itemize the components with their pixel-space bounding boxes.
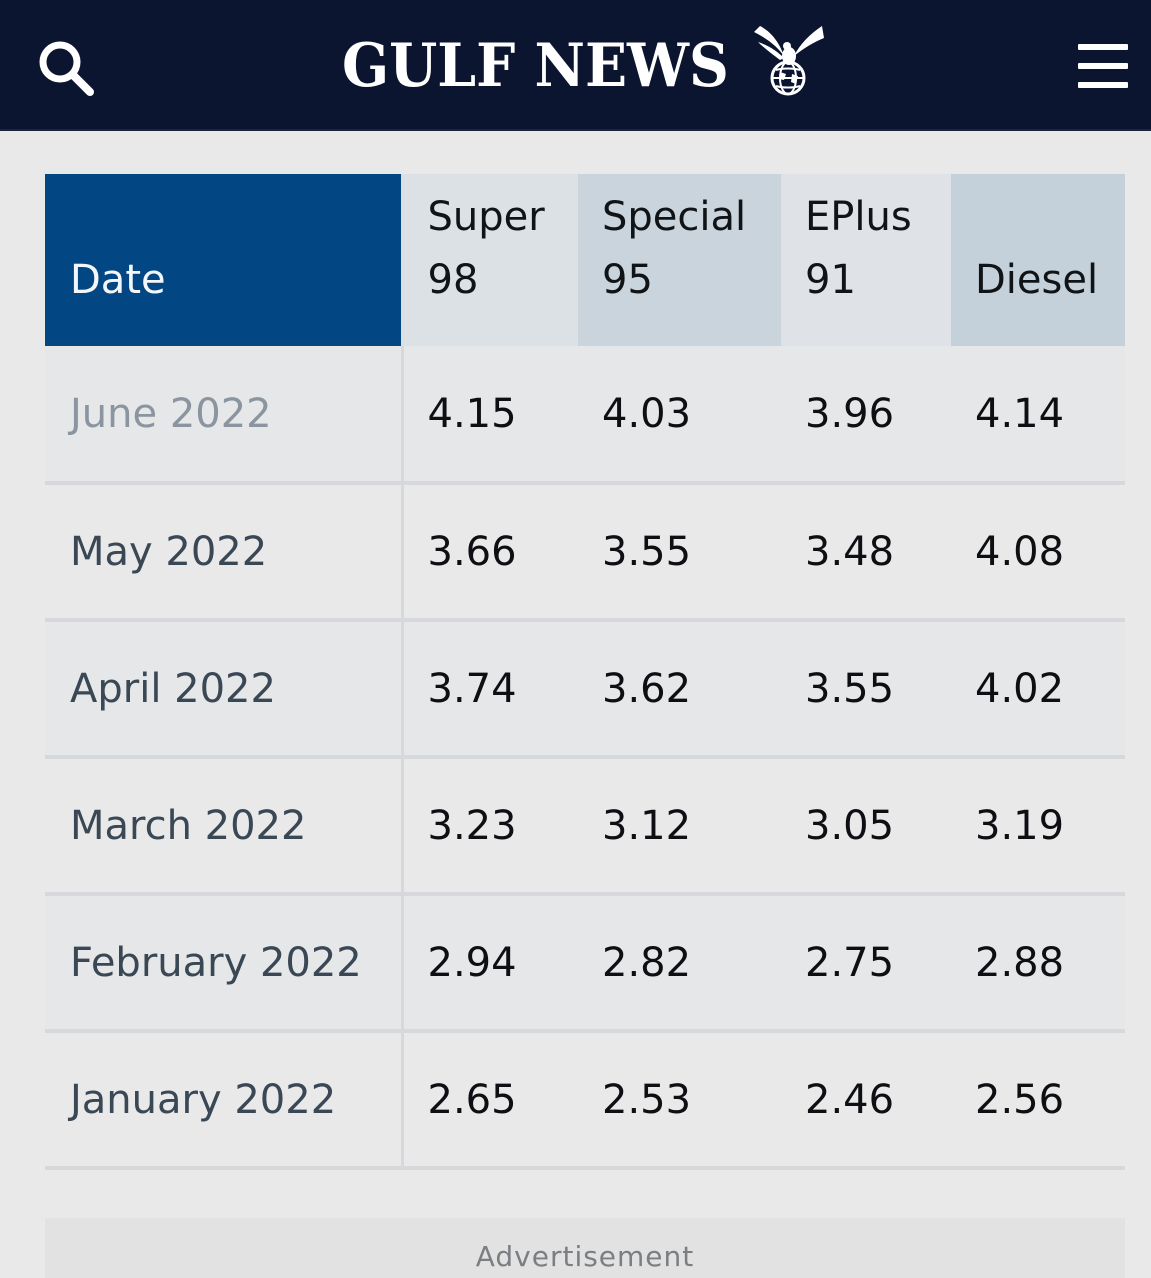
- diesel-price-cell: 4.14: [951, 346, 1125, 485]
- super98-price-cell: 3.74: [402, 620, 578, 759]
- table-row: January 2022 2.65 2.53 2.46 2.56: [45, 1031, 1125, 1170]
- fuel-price-table: Date Super 98 Special 95 EPlus 91 Diesel…: [45, 174, 1125, 1170]
- brand-logo-link[interactable]: GULF NEWS: [342, 26, 824, 102]
- advertisement-slot: Advertisement: [45, 1218, 1125, 1278]
- hamburger-menu-icon[interactable]: [1076, 42, 1130, 90]
- eplus91-price-cell: 3.05: [781, 757, 951, 896]
- search-icon[interactable]: [34, 36, 98, 100]
- column-header-eplus-91: EPlus 91: [781, 174, 951, 346]
- date-cell: April 2022: [45, 620, 404, 759]
- advertisement-label: Advertisement: [475, 1240, 695, 1273]
- super98-price-cell: 4.15: [402, 346, 578, 485]
- diesel-price-cell: 3.19: [951, 757, 1125, 896]
- diesel-price-cell: 4.08: [951, 483, 1125, 622]
- date-cell: March 2022: [45, 757, 404, 896]
- diesel-price-cell: 4.02: [951, 620, 1125, 759]
- fuel-price-table-container: Date Super 98 Special 95 EPlus 91 Diesel…: [45, 174, 1125, 1170]
- column-header-date: Date: [45, 174, 404, 346]
- special95-price-cell: 3.62: [578, 620, 781, 759]
- table-row: June 2022 4.15 4.03 3.96 4.14: [45, 346, 1125, 485]
- special95-price-cell: 2.82: [578, 894, 781, 1033]
- super98-price-cell: 3.66: [402, 483, 578, 622]
- column-header-special-95: Special 95: [578, 174, 781, 346]
- table-row: May 2022 3.66 3.55 3.48 4.08: [45, 483, 1125, 622]
- diesel-price-cell: 2.88: [951, 894, 1125, 1033]
- date-cell: February 2022: [45, 894, 404, 1033]
- eplus91-price-cell: 2.75: [781, 894, 951, 1033]
- special95-price-cell: 4.03: [578, 346, 781, 485]
- super98-price-cell: 3.23: [402, 757, 578, 896]
- eplus91-price-cell: 3.55: [781, 620, 951, 759]
- table-header-row: Date Super 98 Special 95 EPlus 91 Diesel: [45, 174, 1125, 346]
- special95-price-cell: 2.53: [578, 1031, 781, 1170]
- date-cell: January 2022: [45, 1031, 404, 1170]
- column-header-super-98: Super 98: [402, 174, 578, 346]
- special95-price-cell: 3.12: [578, 757, 781, 896]
- top-navigation-bar: GULF NEWS: [0, 0, 1151, 131]
- diesel-price-cell: 2.56: [951, 1031, 1125, 1170]
- eplus91-price-cell: 2.46: [781, 1031, 951, 1170]
- eplus91-price-cell: 3.96: [781, 346, 951, 485]
- date-cell: May 2022: [45, 483, 404, 622]
- column-header-diesel: Diesel: [951, 174, 1125, 346]
- super98-price-cell: 2.65: [402, 1031, 578, 1170]
- table-row: April 2022 3.74 3.62 3.55 4.02: [45, 620, 1125, 759]
- eagle-globe-logo-icon: [750, 22, 826, 98]
- table-row: March 2022 3.23 3.12 3.05 3.19: [45, 757, 1125, 896]
- special95-price-cell: 3.55: [578, 483, 781, 622]
- date-cell: June 2022: [45, 346, 404, 485]
- super98-price-cell: 2.94: [402, 894, 578, 1033]
- eplus91-price-cell: 3.48: [781, 483, 951, 622]
- brand-name: GULF NEWS: [342, 31, 729, 101]
- table-row: February 2022 2.94 2.82 2.75 2.88: [45, 894, 1125, 1033]
